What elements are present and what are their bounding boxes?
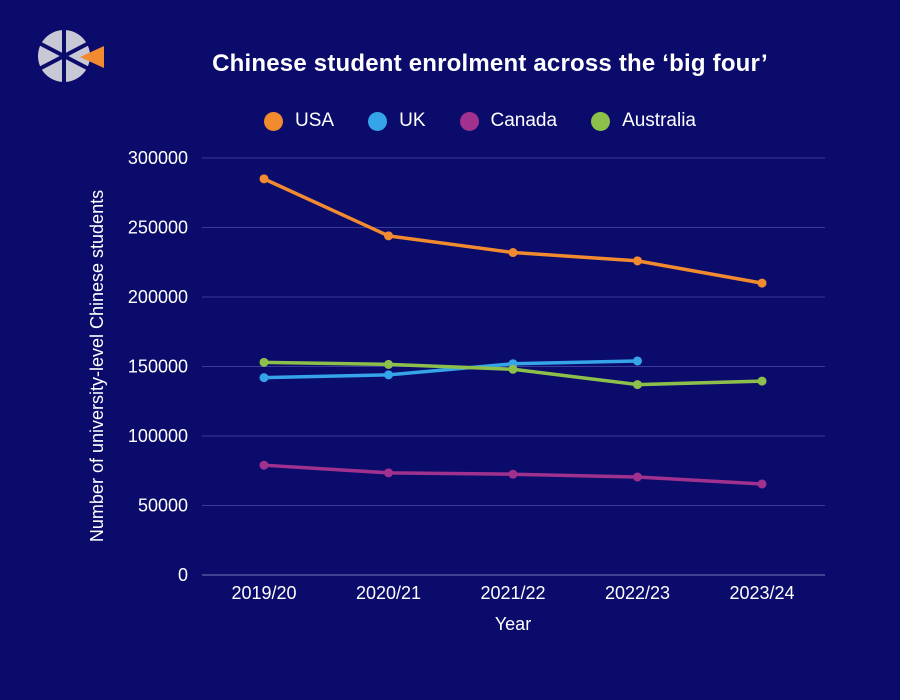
legend-marker-australia [591,111,611,131]
y-tick-label: 300000 [128,148,188,168]
series-line-usa [263,177,763,285]
legend-marker-canada [459,111,479,131]
chart-legend: USA UK Canada Australia [0,110,900,132]
brand-logo-icon [38,30,104,82]
data-point-australia [384,359,393,369]
legend-item-uk: UK [368,110,426,132]
data-point-australia [633,380,642,390]
legend-item-usa: USA [264,110,334,132]
legend-label-australia: Australia [622,110,696,131]
y-tick-label: 50000 [138,496,188,516]
data-point-canada [757,479,767,489]
legend-label-uk: UK [399,110,426,131]
legend-item-australia: Australia [591,110,696,132]
x-tick-label: 2022/23 [605,583,670,603]
x-tick-label: 2021/22 [480,583,545,603]
data-point-australia [259,357,269,367]
data-point-uk [633,356,642,366]
data-point-usa [633,256,642,266]
data-point-canada [508,469,518,479]
series-line-uk [263,359,638,380]
data-point-usa [508,248,518,258]
legend-marker-uk [368,111,388,131]
y-axis-label: Number of university-level Chinese stude… [87,190,107,542]
data-point-uk [384,370,393,380]
x-tick-label: 2019/20 [231,583,296,603]
data-point-canada [259,460,269,470]
y-tick-label: 150000 [128,357,188,377]
data-point-canada [633,472,642,482]
x-axis-label: Year [495,614,531,634]
chart-title: Chinese student enrolment across the ‘bi… [212,50,768,77]
x-tick-label: 2023/24 [729,583,794,603]
legend-item-canada: Canada [459,110,558,132]
data-point-usa [259,174,269,184]
data-point-usa [384,231,393,241]
data-point-usa [757,278,767,288]
legend-marker-usa [264,111,284,131]
y-tick-label: 100000 [128,426,188,446]
y-tick-label: 200000 [128,287,188,307]
legend-label-canada: Canada [490,110,558,131]
data-point-australia [508,364,518,374]
data-point-australia [757,376,767,386]
data-point-uk [259,373,269,383]
legend-label-usa: USA [295,110,335,131]
y-tick-label: 0 [178,565,188,585]
data-point-canada [384,468,393,478]
x-tick-label: 2020/21 [356,583,421,603]
y-tick-label: 250000 [128,218,188,238]
